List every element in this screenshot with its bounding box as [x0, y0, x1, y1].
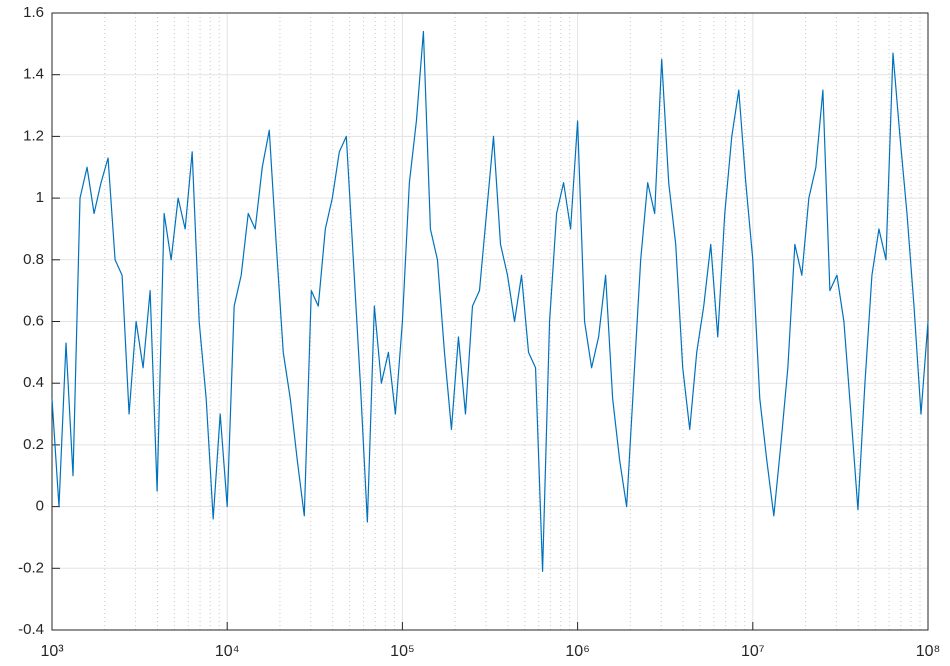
y-tick-label: 0.2: [23, 436, 44, 453]
line-series: [51, 30, 929, 572]
y-tick-label: 1.2: [23, 127, 44, 144]
x-tick-label: 10⁶: [565, 643, 589, 660]
y-tick-label: 1.6: [23, 4, 44, 21]
y-tick-label: 0.4: [23, 374, 44, 391]
x-tick-label: 10⁴: [215, 643, 240, 660]
y-tick-label: -0.4: [18, 621, 44, 638]
x-tick-label: 10⁷: [741, 643, 765, 660]
y-tick-label: 0: [36, 498, 44, 515]
x-tick-label: 10⁸: [916, 643, 941, 660]
y-tick-label: 0.8: [23, 251, 44, 268]
y-tick-label: 1.4: [23, 66, 44, 83]
y-tick-label: 0.6: [23, 312, 44, 329]
x-tick-label: 10⁵: [390, 643, 414, 660]
y-tick-label: -0.2: [18, 559, 44, 576]
y-tick-label: 1: [36, 189, 44, 206]
x-tick-label: 10³: [40, 643, 64, 660]
